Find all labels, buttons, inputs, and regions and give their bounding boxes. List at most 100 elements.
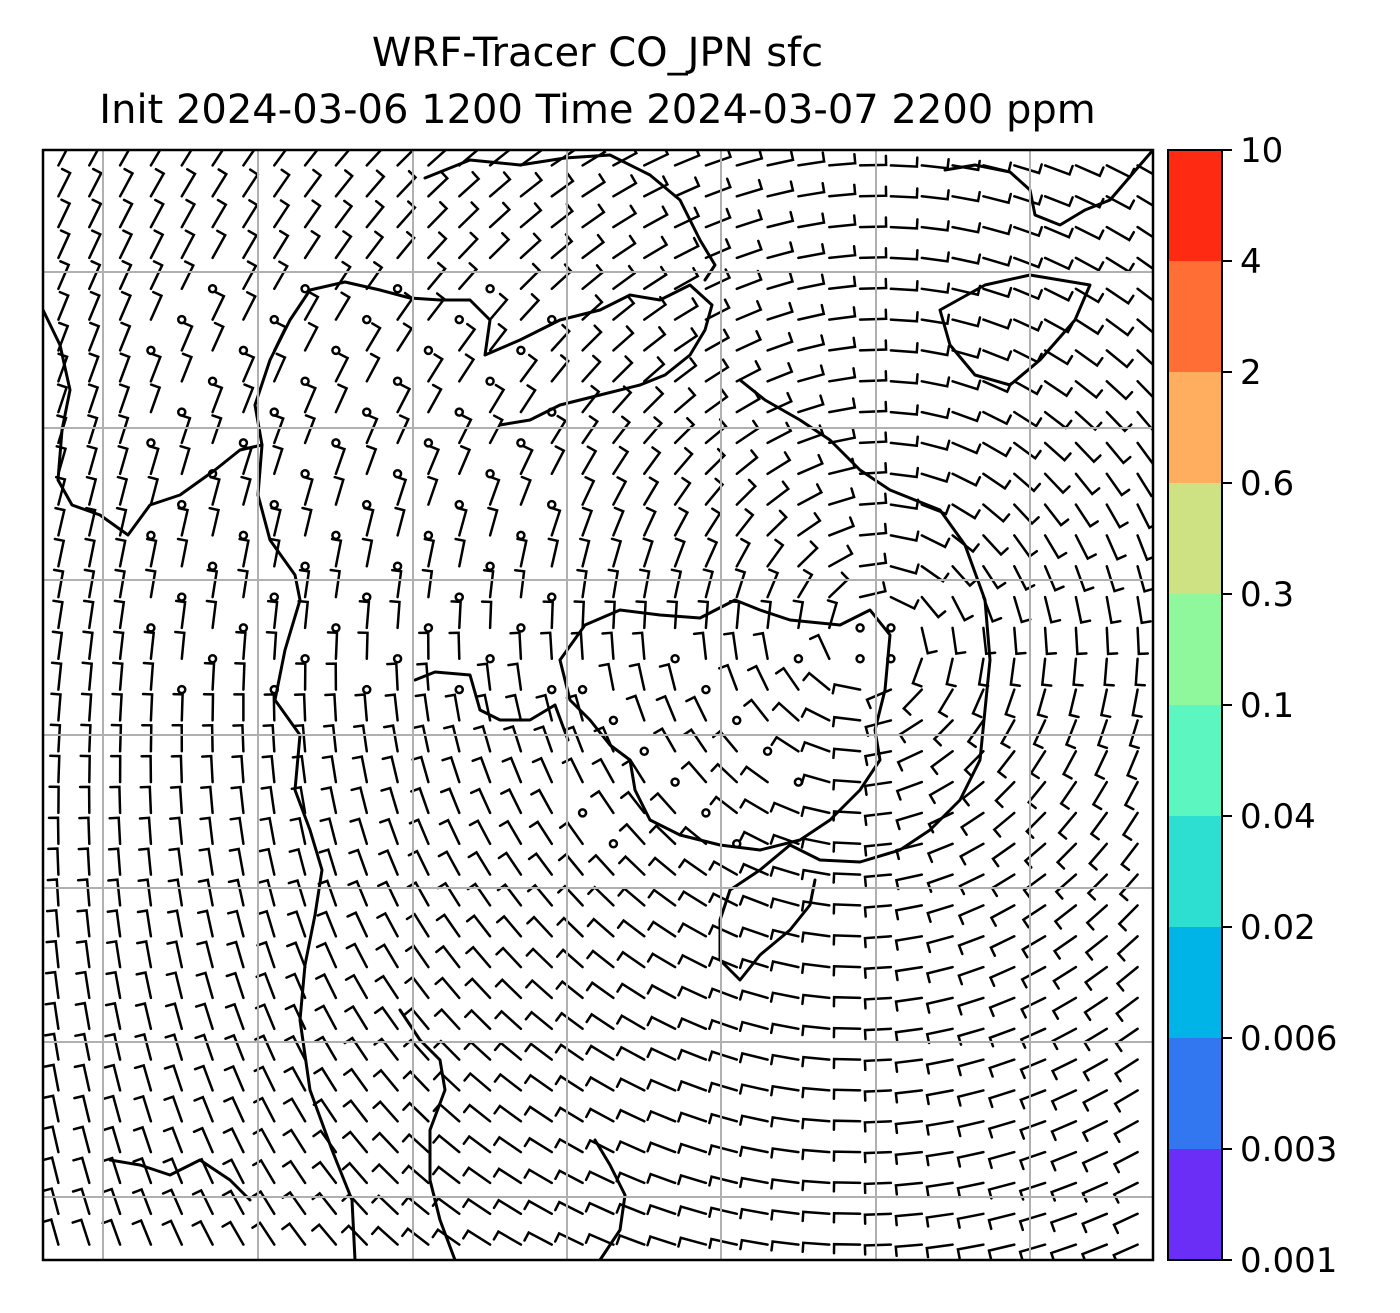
wind-barb — [739, 1145, 769, 1158]
wind-barb — [334, 169, 354, 198]
wind-barb — [769, 960, 800, 972]
wind-barb — [519, 202, 543, 229]
wind-barb — [584, 1138, 615, 1154]
wind-barb — [1105, 195, 1136, 211]
wind-barb — [708, 923, 739, 938]
wind-barb — [1128, 719, 1140, 750]
map-title-line-2: Init 2024-03-06 1200 Time 2024-03-07 220… — [99, 87, 1096, 133]
colorbar-segment — [1168, 594, 1222, 706]
wind-barb — [463, 1071, 492, 1092]
wind-barb — [259, 816, 276, 846]
wind-barb — [673, 176, 701, 198]
wind-barb — [1013, 410, 1043, 428]
wind-barb — [57, 321, 70, 352]
wind-barb — [136, 940, 153, 969]
wind-barb — [769, 865, 800, 877]
wind-barb — [678, 857, 708, 876]
wind-barb — [165, 971, 184, 1000]
wind-barb — [272, 444, 284, 476]
wind-barb — [828, 245, 857, 260]
wind-barb — [43, 1063, 60, 1092]
wind-barb — [643, 356, 666, 383]
wind-barb — [1136, 318, 1153, 335]
wind-barb — [735, 478, 758, 506]
wind-barb — [86, 444, 98, 476]
wind-barb — [735, 360, 762, 383]
wind-barb — [71, 1187, 91, 1216]
wind-barb — [1082, 1089, 1109, 1112]
wind-barb — [211, 198, 228, 229]
wind-barb — [1013, 163, 1043, 175]
wind-barb — [585, 981, 615, 1000]
wind-barb — [615, 1108, 646, 1123]
wind-barb — [412, 724, 430, 753]
wind-barb — [133, 1063, 153, 1092]
wind-barb — [766, 271, 795, 291]
wind-barb — [554, 1137, 584, 1154]
wind-barb — [352, 724, 369, 753]
wind-barb — [643, 205, 669, 229]
wind-barb — [895, 780, 924, 801]
wind-barb — [115, 506, 128, 537]
wind-barb — [925, 935, 954, 954]
wind-barb — [832, 965, 862, 977]
wind-barb — [1043, 472, 1071, 495]
colorbar-tick-label: 0.003 — [1240, 1130, 1337, 1170]
wind-barb — [889, 466, 920, 479]
wind-barb — [643, 265, 668, 291]
wind-barb — [1112, 1181, 1139, 1204]
wind-barb — [858, 246, 888, 260]
wind-barb-calm — [485, 654, 495, 664]
wind-barb — [1112, 1212, 1139, 1235]
wind-barb — [73, 1063, 91, 1092]
wind-barb — [987, 1150, 1016, 1170]
wind-barb-calm — [207, 284, 218, 294]
wind-barb — [242, 260, 258, 291]
wind-barb — [639, 568, 651, 599]
wind-barb — [298, 568, 311, 599]
wind-barb — [1049, 1243, 1078, 1260]
wind-barb — [1043, 225, 1074, 239]
wind-barb — [735, 269, 763, 291]
wind-barb-calm — [331, 345, 341, 356]
wind-barb — [170, 754, 184, 784]
wind-barb — [118, 414, 130, 445]
wind-barb — [1064, 719, 1078, 750]
wind-barb — [554, 1043, 584, 1061]
wind-barb — [507, 662, 523, 691]
wind-barb — [105, 970, 122, 1000]
wind-barb — [82, 630, 94, 661]
wind-barb — [1043, 503, 1070, 527]
wind-barb-calm — [177, 684, 187, 695]
wind-barb-calm — [454, 684, 464, 695]
wind-barb — [52, 599, 64, 630]
wind-barb — [988, 1058, 1016, 1078]
wind-barb — [131, 1218, 153, 1246]
wind-barb — [345, 942, 369, 969]
wind-barb — [920, 626, 938, 655]
wind-barb — [612, 415, 632, 445]
wind-barb — [396, 169, 418, 198]
wind-barb — [494, 1009, 523, 1031]
wind-barb — [858, 185, 888, 198]
wind-barb — [554, 1074, 584, 1092]
wind-barb — [982, 192, 1013, 205]
wind-barb — [403, 1038, 430, 1061]
wind-barb — [554, 1106, 584, 1123]
wind-barb — [925, 1150, 954, 1167]
wind-barb — [863, 965, 893, 979]
wind-barb — [527, 851, 554, 876]
wind-barb — [889, 595, 920, 611]
wind-barb — [1050, 1089, 1078, 1111]
wind-barb — [586, 917, 615, 938]
wind-barb-calm — [362, 407, 372, 417]
wind-barb — [252, 1127, 276, 1154]
wind-barb — [607, 568, 620, 599]
wind-barb — [987, 1120, 1016, 1139]
wind-barb — [176, 537, 189, 568]
wind-barb — [646, 1203, 677, 1216]
wind-barb — [616, 1013, 646, 1031]
wind-barb — [648, 856, 677, 876]
wind-barb — [116, 475, 129, 506]
wind-barb — [462, 1228, 492, 1246]
